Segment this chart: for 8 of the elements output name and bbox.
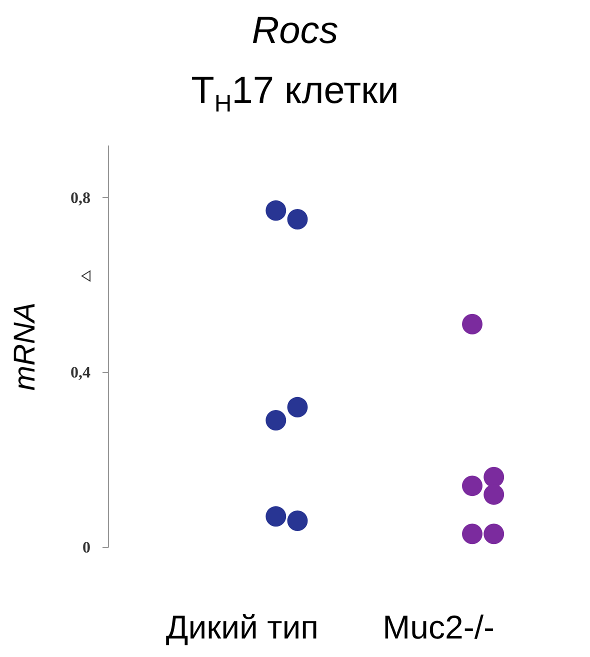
y-tick-label: 0,8 (70, 190, 90, 207)
y-tick-label: 0,4 (70, 364, 90, 382)
y-tick-label: 0 (82, 540, 90, 556)
y-axis-title: mRNA (8, 302, 42, 391)
x-tick-label: Дикий тип (166, 608, 319, 646)
chart-title: Rocs (250, 10, 340, 53)
chart-subtitle: T$_{H}$17 клетки (190, 70, 400, 119)
x-tick-label: Muc2-/- (382, 608, 494, 646)
